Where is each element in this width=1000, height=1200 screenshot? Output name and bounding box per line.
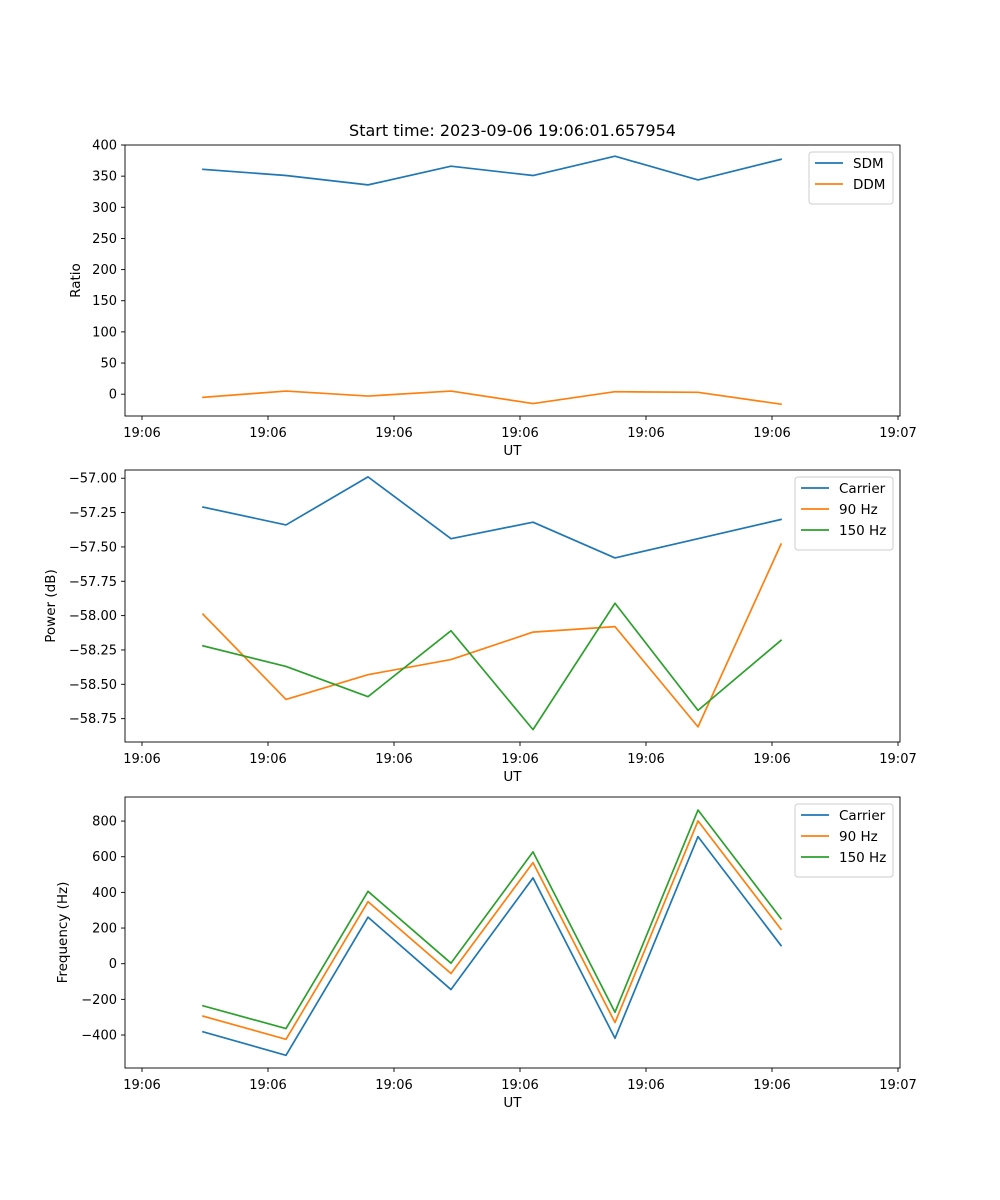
subplot-3: 19:06 19:06 19:06 19:06 19:06 19:06 19:07 −400 −… — [55, 797, 917, 1111]
series-line-90-hz — [203, 821, 781, 1039]
legend-entry-carrier: Carrier — [839, 481, 886, 497]
series-line-90-hz — [203, 544, 781, 727]
subplot-1: Start time: 2023-09-06 19:06:01.657954 19… — [68, 121, 917, 459]
y-axis-label: Ratio — [68, 263, 84, 298]
legend: SDM DDM — [809, 152, 893, 204]
y-tick-label: 350 — [92, 170, 117, 185]
x-tick-label: 19:06 — [375, 1078, 412, 1093]
y-tick-label: −57.50 — [69, 540, 117, 555]
y-tick-label: 400 — [92, 139, 117, 154]
legend-entry-150-hz: 150 Hz — [839, 523, 886, 539]
y-tick-label: 150 — [92, 294, 117, 309]
x-tick-label: 19:06 — [249, 752, 286, 767]
legend-entry-sdm: SDM — [853, 156, 884, 172]
x-tick-label: 19:06 — [627, 426, 664, 441]
x-tick-label: 19:06 — [627, 752, 664, 767]
y-tick-label: −200 — [81, 993, 117, 1008]
figure: Start time: 2023-09-06 19:06:01.657954 19… — [0, 0, 1000, 1200]
y-tick-label: 0 — [109, 388, 117, 403]
y-tick-label: −58.50 — [69, 678, 117, 693]
legend-entry-ddm: DDM — [853, 177, 885, 193]
x-tick-label: 19:07 — [879, 426, 916, 441]
y-tick-label: 600 — [92, 850, 117, 865]
x-tick-label: 19:06 — [753, 752, 790, 767]
y-tick-label: 800 — [92, 815, 117, 830]
x-tick-label: 19:07 — [879, 1078, 916, 1093]
y-tick-label: −57.75 — [69, 575, 117, 590]
y-tick-label: −57.25 — [69, 506, 117, 521]
series-line-carrier — [203, 477, 781, 558]
chart-title: Start time: 2023-09-06 19:06:01.657954 — [349, 121, 676, 140]
x-axis-label: UT — [503, 769, 522, 785]
legend-entry-90-hz: 90 Hz — [839, 829, 878, 845]
series-line-ddm — [203, 391, 781, 404]
y-tick-label: −58.75 — [69, 712, 117, 727]
x-tick-label: 19:06 — [501, 752, 538, 767]
y-tick-label: 200 — [92, 922, 117, 937]
x-tick-label: 19:06 — [123, 752, 160, 767]
series-line-150-hz — [203, 603, 781, 729]
x-tick-label: 19:06 — [375, 752, 412, 767]
x-tick-label: 19:06 — [249, 426, 286, 441]
legend: Carrier 90 Hz 150 Hz — [795, 477, 893, 550]
x-tick-label: 19:06 — [123, 1078, 160, 1093]
y-tick-label: 250 — [92, 232, 117, 247]
y-tick-label: −58.25 — [69, 643, 117, 658]
legend-entry-90-hz: 90 Hz — [839, 502, 878, 518]
x-axis-label: UT — [503, 1095, 522, 1111]
y-tick-label: −58.00 — [69, 609, 117, 624]
x-tick-label: 19:06 — [627, 1078, 664, 1093]
y-tick-label: 400 — [92, 886, 117, 901]
axes-frame — [125, 145, 900, 416]
x-tick-label: 19:07 — [879, 752, 916, 767]
y-tick-label: 200 — [92, 263, 117, 278]
x-tick-label: 19:06 — [249, 1078, 286, 1093]
legend: Carrier 90 Hz 150 Hz — [795, 804, 893, 877]
x-tick-label: 19:06 — [501, 1078, 538, 1093]
x-tick-label: 19:06 — [501, 426, 538, 441]
y-tick-label: 0 — [109, 957, 117, 972]
legend-entry-carrier: Carrier — [839, 808, 886, 824]
x-axis-label: UT — [503, 443, 522, 459]
x-tick-label: 19:06 — [375, 426, 412, 441]
y-tick-label: 100 — [92, 325, 117, 340]
y-tick-label: 300 — [92, 201, 117, 216]
y-tick-label: −400 — [81, 1029, 117, 1044]
series-line-sdm — [203, 156, 781, 185]
axes-frame — [125, 470, 900, 742]
x-tick-label: 19:06 — [123, 426, 160, 441]
x-tick-label: 19:06 — [753, 426, 790, 441]
legend-entry-150-hz: 150 Hz — [839, 850, 886, 866]
y-tick-label: −57.00 — [69, 472, 117, 487]
y-axis-label: Power (dB) — [43, 569, 59, 642]
y-axis-label: Frequency (Hz) — [55, 882, 71, 984]
x-tick-label: 19:06 — [753, 1078, 790, 1093]
y-tick-label: 50 — [100, 357, 117, 372]
subplot-2: 19:06 19:06 19:06 19:06 19:06 19:06 19:07 −58.7… — [43, 470, 917, 785]
